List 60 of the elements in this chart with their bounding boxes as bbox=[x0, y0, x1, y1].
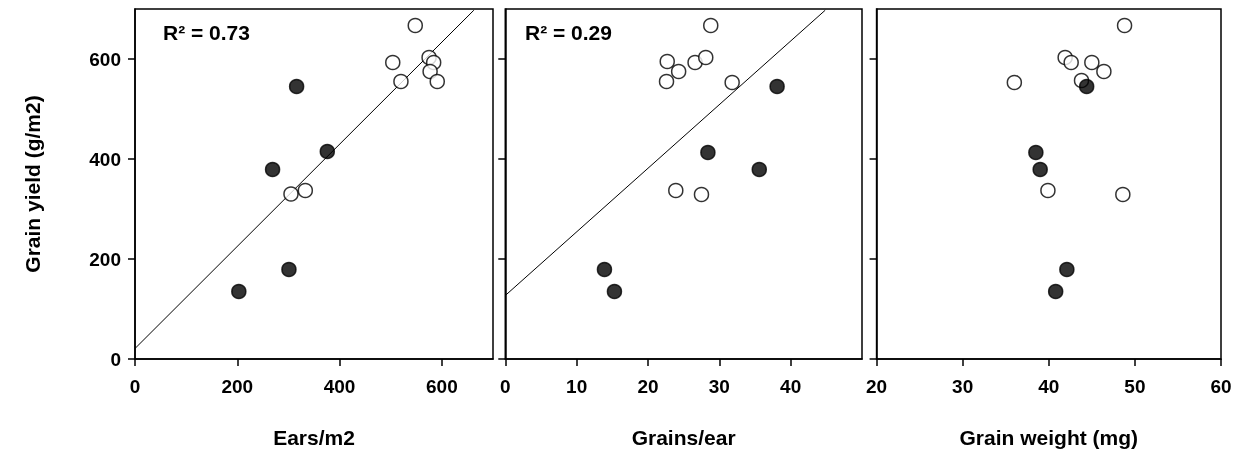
point bbox=[283, 186, 299, 202]
y-tick-label: 0 bbox=[110, 348, 121, 370]
y-tick-label: 600 bbox=[89, 48, 121, 70]
point bbox=[281, 261, 297, 278]
point bbox=[596, 261, 613, 278]
point bbox=[319, 143, 336, 160]
point bbox=[700, 144, 716, 161]
point bbox=[1059, 261, 1075, 278]
annotation: R² = 0.73 bbox=[163, 21, 250, 44]
point bbox=[658, 73, 675, 90]
point bbox=[698, 49, 714, 66]
point bbox=[659, 53, 675, 70]
y-tick-label: 200 bbox=[89, 248, 121, 270]
point bbox=[668, 182, 684, 199]
x-tick-label: 200 bbox=[221, 376, 254, 397]
y-axis-title: Grain yield (g/m2) bbox=[21, 95, 44, 273]
point bbox=[1084, 54, 1100, 71]
point bbox=[393, 73, 409, 90]
point bbox=[231, 283, 247, 300]
point bbox=[288, 78, 305, 95]
point bbox=[693, 186, 710, 203]
point bbox=[429, 73, 445, 90]
x-tick-label: 0 bbox=[499, 376, 511, 397]
x-tick-label: 60 bbox=[1210, 376, 1232, 397]
annotation: R² = 0.29 bbox=[525, 21, 612, 44]
point bbox=[769, 78, 785, 95]
x-tick-label: 20 bbox=[866, 376, 888, 397]
x-tick-label: 30 bbox=[952, 376, 974, 397]
point bbox=[1078, 78, 1095, 95]
point bbox=[264, 161, 281, 178]
y-tick-label: 400 bbox=[89, 148, 121, 170]
x-tick-label: 400 bbox=[323, 376, 356, 397]
point bbox=[297, 182, 314, 199]
point bbox=[1063, 54, 1079, 71]
point bbox=[751, 161, 768, 178]
x-tick-label: 600 bbox=[426, 376, 458, 397]
x-axis-title: Ears/m2 bbox=[273, 426, 355, 449]
x-tick-label: 0 bbox=[129, 376, 141, 397]
x-tick-label: 10 bbox=[566, 376, 588, 397]
x-axis-title: Grain weight (mg) bbox=[959, 426, 1139, 449]
point bbox=[1040, 182, 1056, 199]
point bbox=[1116, 17, 1133, 34]
point bbox=[1096, 63, 1112, 80]
point bbox=[724, 74, 740, 91]
point bbox=[703, 17, 719, 34]
point bbox=[670, 63, 687, 80]
point bbox=[1115, 186, 1131, 203]
x-tick-label: 40 bbox=[1038, 376, 1060, 397]
point bbox=[1006, 74, 1023, 91]
x-tick-label: 20 bbox=[637, 376, 659, 397]
x-tick-label: 40 bbox=[780, 376, 802, 397]
point bbox=[1047, 283, 1064, 300]
point bbox=[407, 17, 424, 34]
point bbox=[606, 283, 623, 300]
x-axis-title: Grains/ear bbox=[631, 426, 736, 449]
point bbox=[1032, 161, 1048, 178]
x-tick-label: 50 bbox=[1124, 376, 1146, 397]
point bbox=[1028, 144, 1044, 161]
x-tick-label: 30 bbox=[708, 376, 730, 397]
point bbox=[385, 54, 401, 71]
